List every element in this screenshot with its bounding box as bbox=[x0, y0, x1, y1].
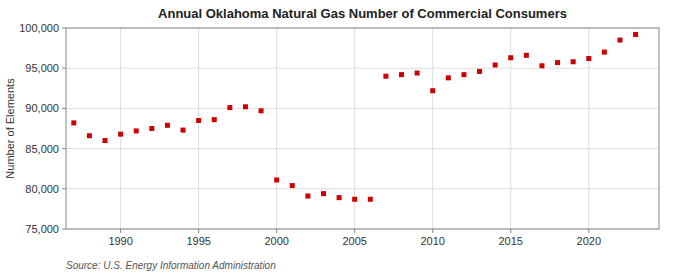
x-grid-line bbox=[432, 28, 433, 229]
y-tick-label: 85,000 bbox=[25, 143, 59, 155]
point bbox=[352, 197, 357, 202]
x-tick-label: 1995 bbox=[186, 235, 210, 247]
point bbox=[71, 120, 76, 125]
point bbox=[259, 108, 264, 113]
point bbox=[617, 38, 622, 43]
point bbox=[430, 88, 435, 93]
point bbox=[383, 74, 388, 79]
x-tick bbox=[510, 229, 511, 233]
x-tick bbox=[432, 229, 433, 233]
chart: 75,000 80,000 85,000 90,000 95,000 100,000 199… bbox=[0, 0, 675, 275]
point bbox=[415, 71, 420, 76]
point bbox=[149, 126, 154, 131]
point bbox=[305, 194, 310, 199]
x-tick-label: 1990 bbox=[108, 235, 132, 247]
y-grid-line bbox=[66, 108, 659, 109]
point bbox=[446, 75, 451, 80]
x-tick bbox=[120, 229, 121, 233]
point bbox=[555, 60, 560, 65]
point bbox=[399, 72, 404, 77]
x-tick bbox=[276, 229, 277, 233]
point bbox=[321, 191, 326, 196]
title: Annual Oklahoma Natural Gas Number of Co… bbox=[158, 6, 567, 21]
point bbox=[586, 56, 591, 61]
y-grid-line bbox=[66, 68, 659, 69]
point bbox=[103, 138, 108, 143]
point bbox=[493, 62, 498, 67]
point bbox=[477, 69, 482, 74]
x-tick bbox=[198, 229, 199, 233]
point bbox=[212, 117, 217, 122]
y-tick bbox=[62, 108, 66, 109]
y-axis-label: Number of Elements bbox=[4, 78, 16, 179]
point bbox=[165, 123, 170, 128]
y-tick bbox=[62, 229, 66, 230]
point bbox=[227, 105, 232, 110]
y-tick-label: 95,000 bbox=[25, 62, 59, 74]
point bbox=[524, 53, 529, 58]
y-tick bbox=[62, 188, 66, 189]
source-note: Source: U.S. Energy Information Administ… bbox=[66, 260, 276, 271]
x-tick-label: 2005 bbox=[342, 235, 366, 247]
point bbox=[87, 133, 92, 138]
point bbox=[571, 59, 576, 64]
y-tick-label: 100,000 bbox=[19, 22, 59, 34]
y-grid-line bbox=[66, 148, 659, 149]
point bbox=[196, 118, 201, 123]
point bbox=[602, 50, 607, 55]
point bbox=[539, 63, 544, 68]
x-tick-label: 2010 bbox=[420, 235, 444, 247]
point bbox=[461, 72, 466, 77]
point bbox=[290, 183, 295, 188]
points bbox=[71, 32, 638, 202]
point bbox=[181, 128, 186, 133]
x-tick bbox=[354, 229, 355, 233]
point bbox=[633, 32, 638, 37]
point bbox=[368, 197, 373, 202]
point bbox=[508, 55, 513, 60]
x-tick bbox=[588, 229, 589, 233]
y-tick-label: 75,000 bbox=[25, 223, 59, 235]
x-tick-label: 2020 bbox=[577, 235, 601, 247]
y-tick-label: 90,000 bbox=[25, 102, 59, 114]
x-grid-line bbox=[198, 28, 199, 229]
y-grid-line bbox=[66, 188, 659, 189]
y-tick-label: 80,000 bbox=[25, 183, 59, 195]
plot-frame bbox=[66, 28, 659, 229]
x-tick-label: 2015 bbox=[499, 235, 523, 247]
point bbox=[274, 177, 279, 182]
point bbox=[337, 195, 342, 200]
y-tick bbox=[62, 68, 66, 69]
axes: 75,000 80,000 85,000 90,000 95,000 100,000 199… bbox=[19, 22, 601, 247]
x-grid-line bbox=[120, 28, 121, 229]
y-tick bbox=[62, 28, 66, 29]
point bbox=[134, 128, 139, 133]
x-tick-label: 2000 bbox=[264, 235, 288, 247]
point bbox=[243, 104, 248, 109]
y-tick bbox=[62, 148, 66, 149]
x-grid-line bbox=[276, 28, 277, 229]
point bbox=[118, 132, 123, 137]
grid bbox=[66, 28, 659, 229]
